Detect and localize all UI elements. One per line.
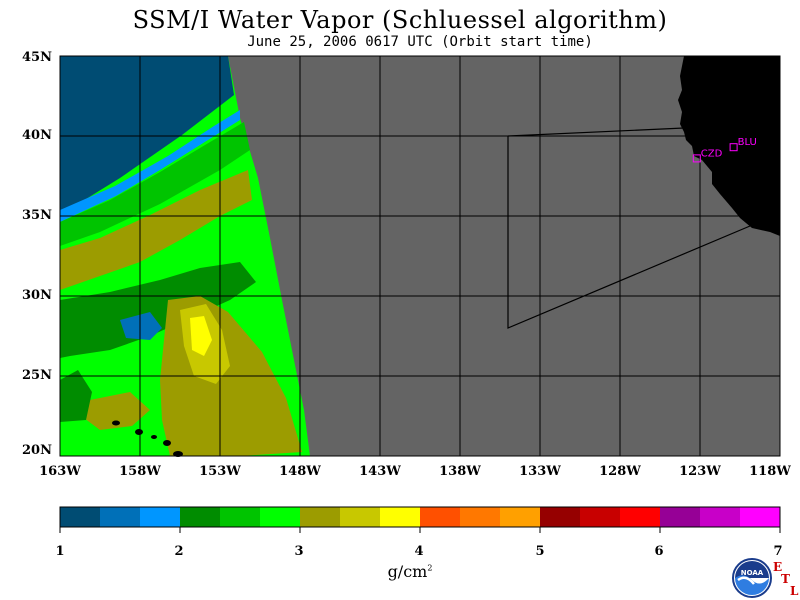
colorbar-swatch — [620, 507, 661, 527]
colorbar-swatch — [540, 507, 581, 527]
colorbar-swatch — [220, 507, 261, 527]
colorbar-tick-6: 6 — [654, 544, 664, 559]
colorbar-tick-1: 1 — [55, 544, 65, 559]
colorbar-swatch — [460, 507, 501, 527]
flight-track-outline — [507, 136, 751, 329]
chart-title: SSM/I Water Vapor (Schluessel algorithm) — [132, 6, 668, 34]
etl-letter-e: E — [773, 560, 783, 574]
units-base: g/cm — [387, 562, 428, 581]
colorbar-swatch — [100, 507, 141, 527]
lon-label-138: 138W — [439, 464, 481, 479]
colorbar — [59, 506, 781, 533]
colorbar-tick-5: 5 — [535, 544, 545, 559]
colorbar-swatch — [340, 507, 381, 527]
lon-label-128: 128W — [599, 464, 641, 479]
california-coast — [678, 56, 780, 236]
colorbar-tick-4: 4 — [414, 544, 424, 559]
lat-label-35: 35N — [22, 208, 52, 223]
chart-subtitle: June 25, 2006 0617 UTC (Orbit start time… — [247, 34, 593, 50]
lat-label-30: 30N — [22, 288, 52, 303]
colorbar-swatch — [300, 507, 341, 527]
colorbar-swatch — [740, 507, 781, 527]
etl-letter-t: T — [781, 572, 790, 586]
colorbar-swatch — [180, 507, 221, 527]
station-marker — [729, 143, 738, 152]
lat-label-40: 40N — [22, 128, 52, 143]
colorbar-swatch — [260, 507, 301, 527]
retrieval-swath — [60, 56, 310, 456]
colorbar-tick-3: 3 — [294, 544, 304, 559]
lat-label-45: 45N — [22, 50, 52, 65]
lon-label-123: 123W — [679, 464, 721, 479]
lon-label-163: 163W — [39, 464, 81, 479]
colorbar-tick-7: 7 — [773, 544, 783, 559]
lon-label-133: 133W — [519, 464, 561, 479]
graticule — [60, 56, 780, 456]
units-exponent: 2 — [427, 563, 433, 573]
etl-letter-l: L — [790, 584, 799, 598]
lon-label-143: 143W — [359, 464, 401, 479]
colorbar-tick-2: 2 — [174, 544, 184, 559]
hawaii-islands — [112, 420, 183, 457]
colorbar-swatch — [700, 507, 741, 527]
lon-label-158: 158W — [119, 464, 161, 479]
station-label: BLU — [738, 137, 757, 148]
noaa-logo: NOAA — [732, 558, 772, 598]
colorbar-swatch — [140, 507, 181, 527]
noaa-logo-text: NOAA — [741, 569, 764, 577]
stations: CZD BLU — [692, 137, 757, 163]
map-frame — [59, 55, 781, 457]
station-label: CZD — [701, 148, 723, 159]
colorbar-units: g/cm2 — [370, 562, 450, 581]
lat-label-25: 25N — [22, 368, 52, 383]
colorbar-swatch — [660, 507, 701, 527]
colorbar-swatch — [380, 507, 421, 527]
colorbar-swatch — [500, 507, 541, 527]
station-marker — [692, 154, 701, 163]
lon-label-118: 118W — [749, 464, 791, 479]
lat-label-20: 20N — [22, 443, 52, 458]
lon-label-153: 153W — [199, 464, 241, 479]
colorbar-swatch — [420, 507, 461, 527]
colorbar-swatch — [60, 507, 101, 527]
lon-label-148: 148W — [279, 464, 321, 479]
flight-track-top — [507, 127, 685, 137]
colorbar-swatch — [580, 507, 621, 527]
